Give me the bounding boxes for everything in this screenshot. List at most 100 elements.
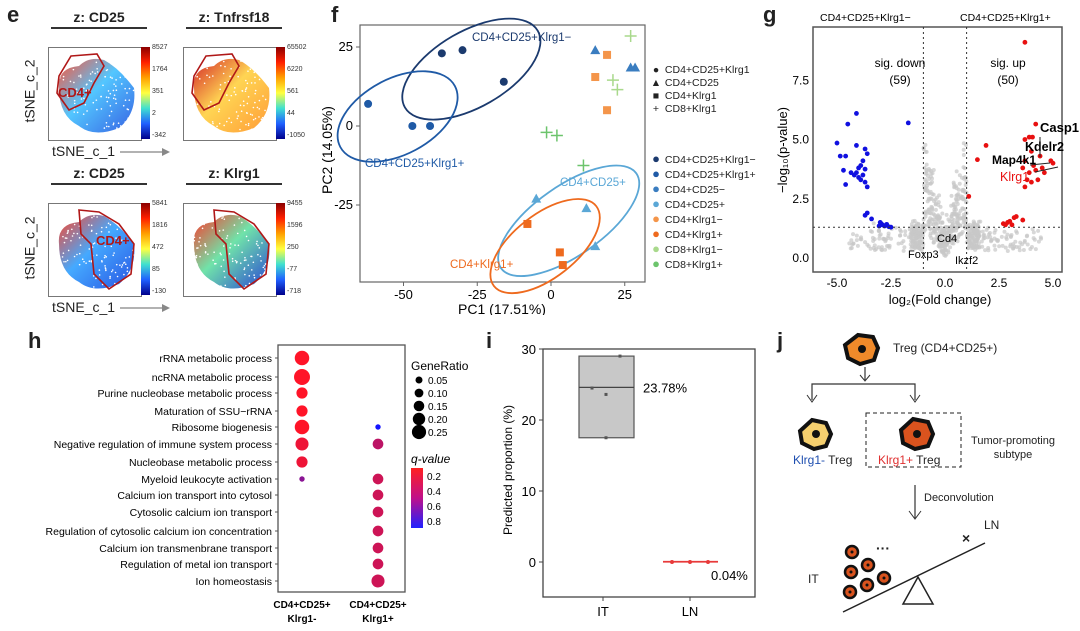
ns-point	[915, 244, 920, 249]
ns-point	[953, 236, 958, 241]
ns-point	[896, 241, 901, 246]
klrg1-pos-treg-label: Klrg1+ Treg	[878, 453, 940, 467]
tsne-speckle	[246, 82, 249, 85]
up-point	[1022, 158, 1028, 164]
tsne-speckle	[236, 232, 239, 235]
tsne-speckle	[234, 277, 236, 279]
tsne-speckle	[255, 243, 258, 245]
tsne-speckle	[267, 73, 270, 76]
tsne-speckle	[256, 106, 259, 109]
cell-nucleus	[849, 570, 853, 574]
ns-point	[949, 219, 954, 224]
tsne-plot	[183, 203, 277, 297]
tsne-speckle	[254, 76, 256, 79]
y-tick-label: 10	[522, 484, 536, 499]
tsne-speckle	[111, 77, 113, 79]
tsne-speckle	[104, 254, 106, 257]
tsne-speckle	[211, 120, 214, 123]
tsne-speckle	[196, 247, 198, 249]
tsne-speckle	[89, 73, 92, 75]
data-point	[581, 203, 592, 213]
tsne-speckle	[258, 116, 260, 118]
tsne-speckle	[249, 68, 252, 71]
tsne-speckle	[85, 83, 88, 86]
tsne-speckle	[223, 270, 225, 273]
tsne-speckle	[228, 117, 230, 119]
branch-line	[811, 383, 916, 400]
size-legend-label: 0.15	[428, 402, 448, 413]
legend-symbol-icon: +	[652, 103, 660, 115]
ns-point	[961, 212, 966, 217]
go-term-label: rRNA metabolic process	[159, 353, 272, 365]
ns-point	[917, 235, 922, 240]
gene-label: Ikzf2	[955, 255, 978, 267]
ns-point	[997, 244, 1002, 249]
tsne-speckle	[259, 67, 261, 70]
x-axis-label: log₂(Fold change)	[889, 292, 992, 307]
ns-point	[942, 248, 947, 253]
tsne-speckle	[95, 277, 97, 280]
tsne-speckle	[126, 108, 129, 110]
go-term-label: Calcium ion transmenbrane transport	[99, 543, 272, 555]
ns-point	[957, 181, 962, 186]
tsne-speckle	[108, 125, 110, 128]
tsne-speckle	[266, 229, 269, 232]
tsne-speckle	[199, 255, 201, 258]
ns-point	[870, 235, 875, 240]
group-ellipse	[401, 17, 542, 121]
tsne-speckle	[264, 268, 266, 270]
tsne-speckle	[207, 284, 209, 287]
ns-point	[949, 236, 954, 241]
tumor-subtype-box	[865, 412, 962, 468]
ns-point	[993, 247, 998, 252]
tsne-speckle	[195, 282, 198, 285]
ns-point	[931, 192, 936, 197]
arrow-head-icon	[909, 394, 921, 403]
down-point	[864, 151, 870, 157]
ns-point	[1014, 245, 1019, 250]
tsne-ylabel: tSNE_c_2	[21, 59, 38, 123]
group-annotation: CD4+CD25+	[560, 177, 626, 189]
color-legend-label: 0.8	[427, 517, 441, 528]
data-point	[577, 159, 590, 172]
data-point	[523, 219, 532, 228]
q-colorbar	[411, 468, 423, 528]
ns-point	[1005, 248, 1010, 253]
ns-point	[1033, 247, 1038, 252]
it-point	[618, 354, 622, 358]
legend-swatch-icon: ●	[652, 241, 660, 256]
tsne-speckle	[76, 92, 79, 94]
panel-label-f: f	[331, 2, 339, 27]
tsne-speckle	[247, 264, 250, 266]
down-point	[878, 221, 884, 227]
tsne-speckle	[234, 244, 236, 246]
up-point	[1009, 222, 1015, 228]
tsne-speckle	[104, 267, 107, 269]
tsne-speckle	[206, 74, 208, 77]
tsne-speckle	[213, 251, 215, 253]
legend-swatch-icon: ●	[652, 256, 660, 271]
ns-point	[961, 197, 966, 202]
up-point	[1041, 170, 1047, 176]
tsne-speckle	[116, 275, 119, 278]
tsne-speckle	[242, 100, 245, 102]
ns-point	[925, 184, 930, 189]
ns-point	[962, 176, 967, 181]
ns-point	[1024, 234, 1029, 239]
tsne-speckle	[215, 262, 217, 265]
down-point	[905, 120, 911, 126]
ns-point	[976, 219, 981, 224]
data-point	[590, 45, 601, 55]
tsne-speckle	[226, 235, 229, 237]
tsne-speckle	[67, 96, 70, 98]
legend-swatch-icon: ●	[652, 226, 660, 241]
y-tick-label: 2.5	[792, 192, 809, 206]
tsne-speckle	[114, 271, 117, 274]
tsne-speckle	[211, 284, 213, 286]
size-legend-dot	[415, 376, 423, 384]
legend-label: CD4+CD25+	[662, 199, 726, 211]
tsne-speckle	[109, 76, 112, 78]
data-point	[630, 62, 641, 72]
tsne-speckle	[245, 88, 247, 91]
tsne-speckle	[261, 242, 263, 244]
